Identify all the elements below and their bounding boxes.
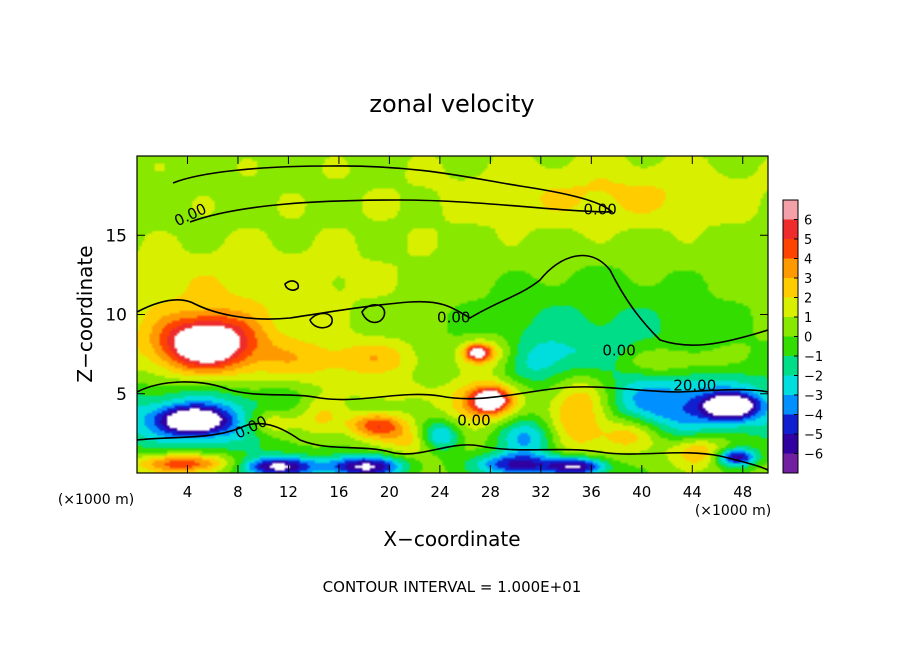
colorbar-tick-label: 2	[804, 292, 812, 307]
contour-line-lower-boundary	[136, 381, 769, 401]
colorbar-tick-label: 0	[804, 331, 812, 346]
colorbar-swatch	[783, 219, 798, 240]
y-tick-label: 15	[105, 226, 127, 246]
colorbar-swatch	[783, 453, 798, 474]
colorbar-swatch	[783, 375, 798, 396]
colorbar-swatch	[783, 356, 798, 376]
colorbar-swatch	[783, 258, 798, 279]
colorbar-tick-label: −5	[804, 428, 823, 443]
colorbar-tick-label: 1	[804, 311, 812, 326]
chart-title: zonal velocity	[369, 90, 534, 118]
x-axis-unit-right: (×1000 m)	[695, 503, 771, 519]
y-axis-label: Z−coordinate	[73, 245, 97, 382]
contour-label: 0.00	[457, 411, 490, 429]
colorbar-swatch	[783, 297, 798, 318]
contour-label: 0.00	[583, 201, 616, 219]
colorbar-tick-label: 6	[804, 214, 812, 229]
x-tick-label: 8	[233, 483, 243, 501]
contour-label: 20.00	[673, 377, 716, 395]
x-tick-label: 48	[733, 483, 752, 501]
colorbar-swatch	[783, 278, 798, 298]
y-tick-label: 10	[105, 306, 127, 326]
x-tick-label: 32	[531, 483, 550, 501]
x-axis-label: X−coordinate	[383, 527, 520, 551]
colorbar-swatch	[783, 317, 798, 337]
x-tick-label: 4	[183, 483, 193, 501]
contour-interval-footer: CONTOUR INTERVAL = 1.000E+01	[323, 578, 582, 596]
x-tick-label: 12	[279, 483, 298, 501]
contour-line-top	[172, 165, 614, 223]
contour-line-blob-2	[309, 312, 333, 329]
colorbar-tick-label: 5	[804, 233, 812, 248]
y-axis-ticks: 5 10 15	[105, 226, 768, 405]
colorbar-tick-label: −3	[804, 389, 823, 404]
y-tick-label: 5	[116, 385, 127, 405]
contour-lines	[136, 165, 769, 471]
contour-line-mid-left	[136, 254, 769, 346]
x-tick-label: 24	[430, 483, 449, 501]
contour-line-blob-1	[284, 280, 300, 291]
colorbar-swatch	[783, 336, 798, 357]
colorbar-swatch	[783, 395, 798, 415]
contour-line-bottom	[136, 422, 769, 471]
contour-label: 0.00	[437, 308, 470, 326]
contour-line-blob-3	[361, 304, 386, 324]
colorbar-tick-label: −4	[804, 409, 823, 424]
x-tick-label: 20	[380, 483, 399, 501]
x-axis-ticks: 4 8 12 16 20 24 28 32 36 40 44 48	[183, 156, 752, 501]
colorbar-swatch	[783, 414, 798, 435]
colorbar-swatch	[783, 200, 798, 220]
x-axis-unit-left: (×1000 m)	[58, 492, 134, 508]
contour-label: 0.00	[602, 342, 635, 360]
colorbar-swatch	[783, 434, 798, 454]
colorbar-tick-label: 3	[804, 272, 812, 287]
colorbar-tick-label: −2	[804, 370, 823, 385]
colorbar: 6 5 4 3 2 1 0 −1 −2 −3 −4 −5 −6	[782, 199, 823, 474]
colorbar-tick-label: −1	[804, 350, 823, 365]
x-tick-label: 36	[582, 483, 601, 501]
colorbar-tick-label: −6	[804, 448, 823, 463]
x-tick-label: 28	[481, 483, 500, 501]
colorbar-swatch	[783, 239, 798, 259]
colorbar-tick-label: 4	[804, 253, 812, 268]
x-tick-label: 16	[329, 483, 348, 501]
x-tick-label: 40	[632, 483, 651, 501]
x-tick-label: 44	[683, 483, 702, 501]
